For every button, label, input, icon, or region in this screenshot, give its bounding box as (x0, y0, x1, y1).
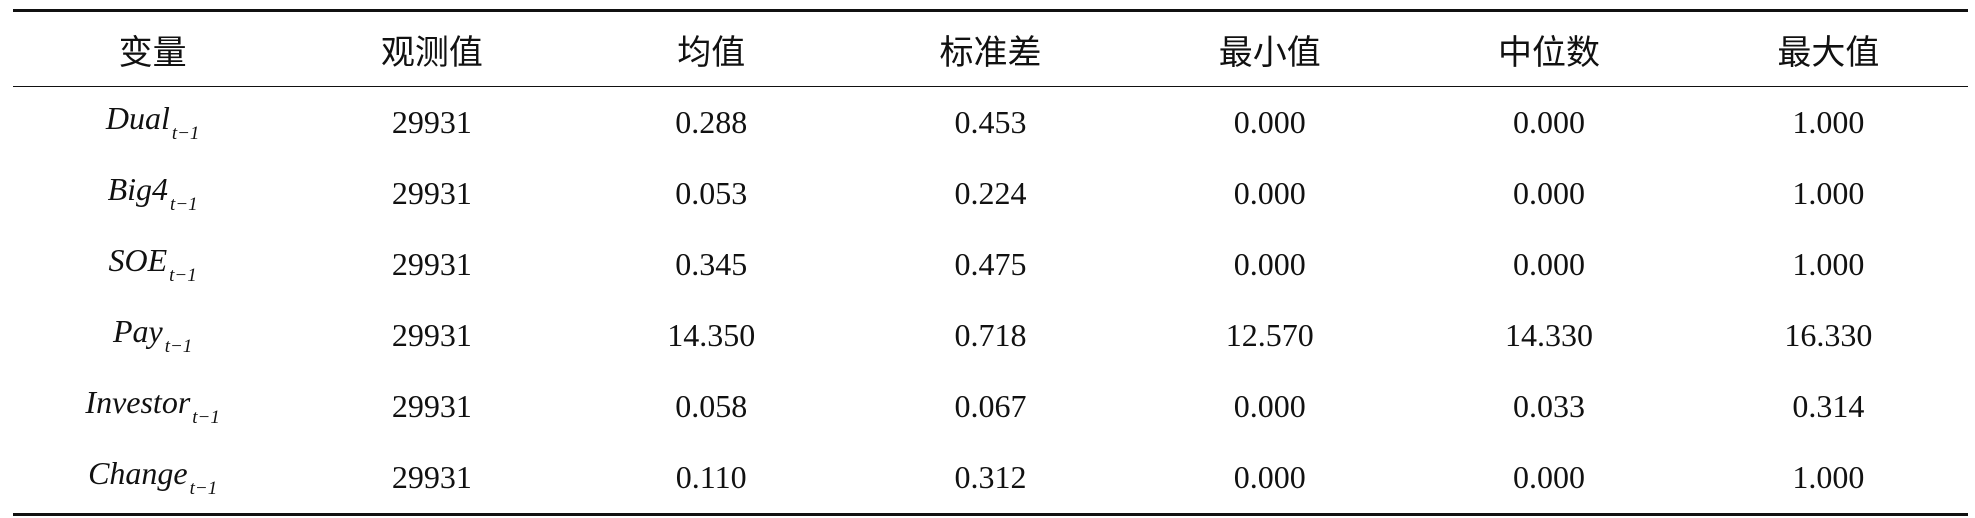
value-cell: 0.000 (1233, 246, 1306, 282)
value-cell: 0.718 (954, 317, 1027, 353)
value-cell: 0.224 (954, 175, 1027, 211)
variable-cell: Change t−1 (13, 442, 293, 516)
table-row: Dual t−1 29931 0.288 0.453 0.000 0.000 1.000 (13, 87, 1968, 159)
value-cell: 0.000 (1409, 442, 1689, 516)
variable-cell: Pay t−1 (13, 300, 292, 371)
table-body: Dual t−1 29931 0.288 0.453 0.000 0.000 1.000 Big… (13, 87, 1968, 516)
header-cell: 最大值 (1688, 9, 1968, 87)
header-cell: 均值 (571, 9, 851, 87)
table-row: Investor t−1 29931 0.058 0.067 0.000 0.033 0.31… (13, 371, 1968, 442)
table-row: Change t−1 29931 0.110 0.312 0.000 0.000 1.000 (13, 442, 1968, 516)
value-cell: 14.350 (667, 317, 756, 353)
value-cell: 16.330 (1784, 317, 1873, 353)
variable-subscript: t−1 (170, 194, 198, 215)
value-cell: 0.475 (954, 246, 1027, 282)
variable-cell: SOE t−1 (13, 229, 292, 300)
value-cell: 0.314 (1792, 388, 1865, 424)
variable-name: Dual (105, 100, 170, 136)
value-cell: 0.000 (1513, 175, 1586, 211)
variable-subscript: t−1 (169, 265, 197, 286)
value-cell: 0.067 (954, 388, 1027, 424)
value-cell: 0.288 (675, 104, 748, 140)
header-cell: 观测值 (292, 9, 572, 87)
value-cell: 0.312 (850, 442, 1131, 516)
value-cell: 29931 (391, 175, 472, 211)
variable-name: Investor (85, 384, 191, 420)
variable-subscript: t−1 (189, 478, 218, 499)
variable-subscript: t−1 (171, 123, 200, 144)
table-row: Big4 t−1 29931 0.053 0.224 0.000 0.000 1.000 (13, 158, 1968, 229)
value-cell: 0.000 (1233, 104, 1306, 140)
value-cell: 0.033 (1513, 388, 1586, 424)
variable-name: SOE (108, 242, 168, 278)
variable-cell: Investor t−1 (13, 371, 292, 442)
variable-cell: Big4 t−1 (13, 158, 292, 229)
value-cell: 0.000 (1130, 442, 1410, 516)
value-cell: 29931 (292, 442, 572, 516)
value-cell: 1.000 (1792, 246, 1865, 282)
variable-cell: Dual t−1 (13, 87, 292, 159)
value-cell: 12.570 (1225, 317, 1314, 353)
value-cell: 0.453 (954, 104, 1027, 140)
value-cell: 0.053 (675, 175, 748, 211)
value-cell: 29931 (391, 104, 472, 140)
variable-name: Big4 (107, 171, 169, 207)
stats-table: 变量 观测值 均值 标准差 最小值 中位数 最大值 Dual t−1 29931 0.288 0.4… (13, 9, 1968, 516)
value-cell: 29931 (391, 246, 472, 282)
header-cell: 变量 (13, 9, 293, 87)
value-cell: 0.000 (1513, 246, 1586, 282)
value-cell: 0.000 (1233, 175, 1306, 211)
header-cell: 最小值 (1130, 9, 1410, 87)
table-row: Pay t−1 29931 14.350 0.718 12.570 14.330 16.330 (13, 300, 1968, 371)
value-cell: 14.330 (1505, 317, 1594, 353)
table-row: SOE t−1 29931 0.345 0.475 0.000 0.000 1.000 (13, 229, 1968, 300)
value-cell: 1.000 (1688, 442, 1968, 516)
value-cell: 1.000 (1792, 104, 1865, 140)
value-cell: 0.000 (1513, 104, 1586, 140)
variable-subscript: t−1 (192, 407, 220, 428)
value-cell: 0.345 (675, 246, 748, 282)
header-cell: 中位数 (1409, 9, 1689, 87)
value-cell: 1.000 (1792, 175, 1865, 211)
value-cell: 29931 (391, 317, 472, 353)
variable-name: Change (88, 455, 188, 491)
header-cell: 标准差 (850, 9, 1131, 87)
value-cell: 0.000 (1233, 388, 1306, 424)
variable-name: Pay (112, 313, 163, 349)
header-row: 变量 观测值 均值 标准差 最小值 中位数 最大值 (13, 9, 1968, 87)
value-cell: 0.058 (675, 388, 748, 424)
value-cell: 0.110 (571, 442, 851, 516)
value-cell: 29931 (391, 388, 472, 424)
variable-subscript: t−1 (164, 336, 193, 357)
